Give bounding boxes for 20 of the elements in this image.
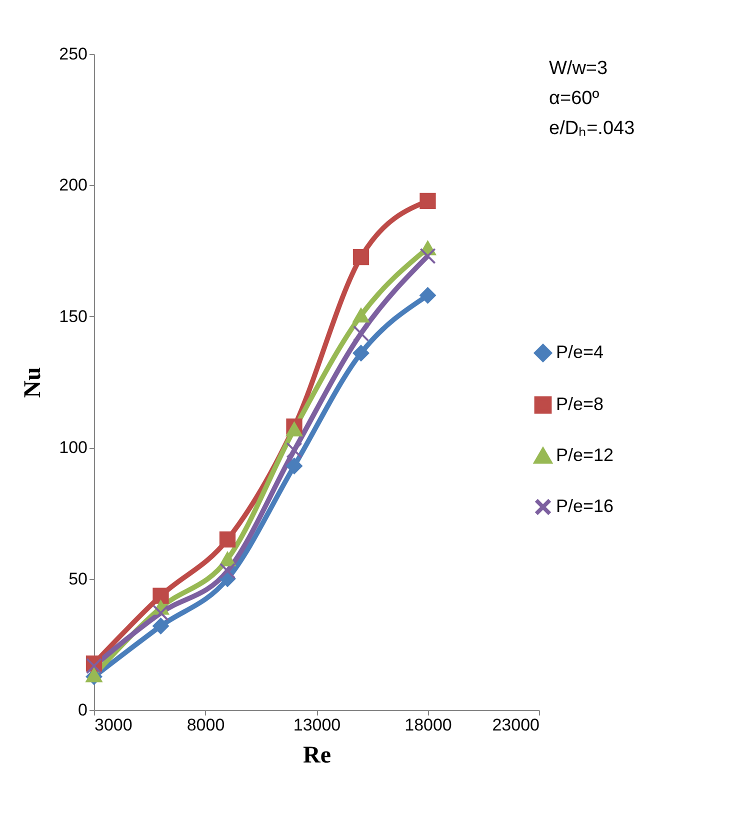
x-tick-label: 8000 xyxy=(186,716,225,734)
x-tick-label: 13000 xyxy=(293,716,341,734)
text: α=60º xyxy=(549,88,600,109)
legend-label: P/e=12 xyxy=(556,445,614,465)
text: W/w=3 xyxy=(549,58,608,79)
legend-label: P/e=16 xyxy=(556,496,614,516)
y-tick-label: 50 xyxy=(68,569,88,588)
legend-label: P/e=4 xyxy=(556,342,604,362)
y-tick-label: 150 xyxy=(59,306,88,326)
legend-label: P/e=8 xyxy=(556,394,604,414)
y-tick-label: 0 xyxy=(78,700,88,720)
y-tick-label: 250 xyxy=(59,44,88,64)
x-tick-label: 23000 xyxy=(492,716,540,734)
y-tick-label: 100 xyxy=(59,438,88,458)
y-tick-label: 200 xyxy=(59,176,88,195)
x-axis-title: Re xyxy=(303,742,332,768)
y-axis-title: Nu xyxy=(20,367,46,398)
x-tick-label: 18000 xyxy=(404,716,452,734)
x-tick-label: 3000 xyxy=(94,716,132,734)
text: e/Dₕ=.043 xyxy=(549,118,635,139)
